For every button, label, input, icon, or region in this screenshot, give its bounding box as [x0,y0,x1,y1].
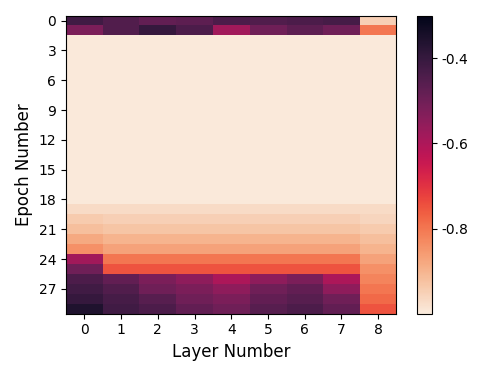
X-axis label: Layer Number: Layer Number [172,343,290,361]
Y-axis label: Epoch Number: Epoch Number [15,103,33,226]
